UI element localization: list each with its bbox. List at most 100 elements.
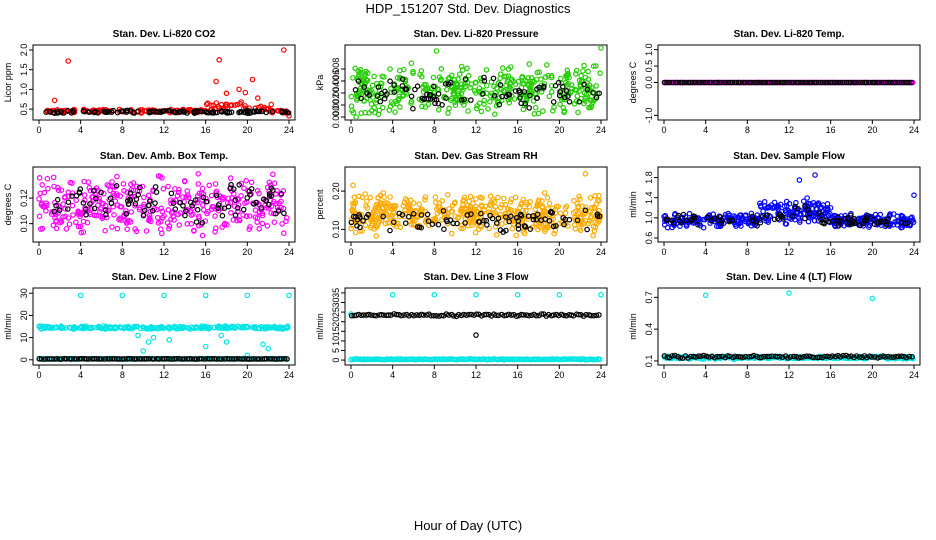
x-tick-label: 24	[596, 125, 606, 135]
data-point	[39, 182, 46, 188]
data-point	[819, 354, 826, 361]
data-point	[759, 79, 765, 86]
data-point	[221, 222, 228, 228]
data-point	[166, 223, 173, 229]
data-point	[578, 72, 585, 79]
data-point	[533, 312, 540, 319]
data-point	[132, 226, 138, 232]
data-point	[575, 109, 581, 116]
y-tick-label: 0.5	[19, 103, 29, 116]
data-point	[527, 226, 534, 232]
data-point	[119, 356, 125, 362]
data-point	[198, 108, 205, 115]
data-point	[391, 82, 397, 88]
data-point	[677, 355, 684, 361]
data-point	[737, 79, 744, 86]
data-point	[399, 83, 406, 89]
data-point	[438, 66, 445, 72]
data-point	[36, 323, 43, 330]
data-point	[181, 324, 187, 331]
data-point	[565, 356, 572, 362]
data-point	[93, 212, 100, 219]
data-point	[352, 199, 359, 205]
data-point	[377, 192, 384, 199]
x-tick-label: 16	[826, 247, 836, 257]
data-point	[172, 206, 179, 212]
chart-panel-7: Stan. Dev. Line 2 Flow ml/min 0 4 8 12 16 20 24 0…	[3, 272, 296, 380]
data-point	[690, 79, 696, 86]
data-point	[690, 353, 697, 360]
data-point	[196, 190, 203, 197]
data-point	[196, 213, 202, 220]
data-point	[183, 208, 189, 214]
data-point	[164, 355, 170, 362]
data-point	[864, 213, 871, 219]
data-point-outlier	[135, 332, 141, 339]
x-tick-label: 20	[554, 125, 564, 135]
data-point	[168, 190, 175, 197]
data-point	[58, 325, 65, 331]
data-point	[585, 76, 592, 83]
y-tick-label: 0.7	[644, 291, 654, 304]
data-point	[447, 97, 454, 104]
data-point	[729, 79, 736, 86]
data-point	[252, 324, 259, 330]
data-point	[51, 183, 57, 190]
data-point	[259, 108, 266, 115]
data-point	[594, 213, 601, 219]
data-point	[508, 86, 514, 92]
data-point	[458, 63, 465, 70]
data-point	[406, 204, 412, 211]
data-point	[590, 63, 597, 69]
data-point	[671, 352, 678, 359]
data-point	[66, 221, 73, 228]
data-point	[493, 103, 500, 109]
data-point	[847, 212, 854, 219]
data-point	[256, 356, 262, 362]
data-point	[706, 79, 713, 86]
data-point	[402, 220, 409, 227]
data-point	[375, 84, 382, 90]
data-point	[688, 216, 695, 223]
y-tick-label: 0.0	[644, 76, 654, 89]
data-point	[256, 226, 263, 232]
data-point	[727, 79, 734, 86]
data-point	[128, 181, 134, 188]
data-point	[523, 207, 529, 214]
data-point	[173, 355, 180, 362]
data-point	[508, 312, 515, 318]
data-point	[543, 62, 550, 68]
x-tick-label: 12	[784, 247, 794, 257]
data-point	[473, 311, 480, 318]
data-point	[279, 109, 285, 116]
x-tick-label: 8	[432, 370, 437, 380]
data-point-outlier	[473, 332, 479, 338]
data-point	[533, 95, 540, 102]
data-point	[398, 312, 405, 319]
data-point	[557, 101, 563, 108]
data-point-outlier	[911, 192, 917, 199]
data-point	[692, 354, 699, 360]
data-point	[386, 205, 392, 211]
data-point	[517, 95, 523, 101]
data-point	[419, 103, 425, 110]
data-point	[92, 195, 99, 202]
data-point-outlier	[145, 339, 152, 345]
data-point	[492, 95, 498, 101]
data-point	[249, 324, 256, 331]
data-point	[170, 200, 177, 206]
data-point	[587, 215, 594, 221]
data-point	[186, 355, 193, 362]
data-point	[683, 223, 690, 229]
data-point	[199, 202, 206, 208]
data-point	[822, 79, 829, 86]
data-point	[451, 90, 457, 97]
data-point	[414, 83, 421, 90]
data-points	[661, 172, 917, 231]
data-point	[576, 99, 583, 105]
x-tick-label: 24	[284, 125, 294, 135]
data-point	[224, 221, 230, 228]
data-point	[378, 311, 385, 318]
data-point	[236, 182, 243, 188]
data-point	[182, 212, 188, 219]
